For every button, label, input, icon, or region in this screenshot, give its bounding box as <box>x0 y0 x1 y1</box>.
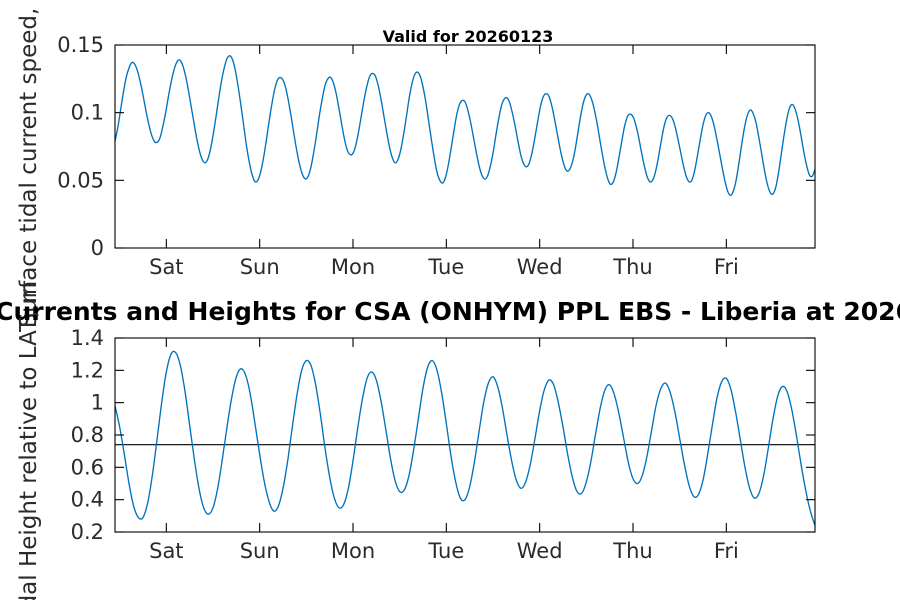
axes-frame-bottom <box>114 337 816 533</box>
y-tick-label: 1.4 <box>71 326 104 350</box>
x-tick-labels-top: Sat Sun Mon Tue Wed Thu Fri <box>149 255 739 279</box>
x-tick-label: Thu <box>612 255 652 279</box>
x-tick-labels-bottom: Sat Sun Mon Tue Wed Thu Fri <box>149 539 739 563</box>
figure-title: Tidal Currents and Heights for CSA (ONHY… <box>0 297 900 326</box>
axes-frame-top <box>114 44 816 249</box>
y-axis-title-top: Surface tidal current speed, kn <box>16 0 42 328</box>
y-tick-labels-top: 0 0.05 0.1 0.15 <box>57 33 104 260</box>
x-tick-label: Mon <box>331 539 375 563</box>
x-tick-label: Sun <box>240 539 280 563</box>
x-tick-label: Fri <box>714 255 739 279</box>
y-tick-label: 0.1 <box>71 101 104 125</box>
x-tick-label: Tue <box>427 255 464 279</box>
x-tick-label: Sat <box>149 539 183 563</box>
y-tick-label: 1 <box>91 391 104 415</box>
y-tick-label: 0.4 <box>71 488 104 512</box>
subplot-title-valid-for: Valid for 20260123 <box>383 27 554 46</box>
subplot-current-speed: 0 0.05 0.1 0.15 Sat Sun Mon Tue Wed Thu Fri Valid… <box>16 0 816 328</box>
y-tick-label: 0.05 <box>57 168 104 192</box>
y-tick-label: 0 <box>91 236 104 260</box>
x-tick-label: Tue <box>427 539 464 563</box>
current-speed-line <box>115 55 815 196</box>
x-tick-label: Wed <box>517 255 563 279</box>
subplot-tidal-height: 0.2 0.4 0.6 0.8 1 1.2 1.4 Sat Sun Mon Tue Wed Thu Fr… <box>16 281 816 600</box>
x-tick-label: Thu <box>612 539 652 563</box>
y-tick-label: 1.2 <box>71 358 104 382</box>
x-ticks-top <box>165 45 727 248</box>
x-tick-label: Mon <box>331 255 375 279</box>
y-tick-label: 0.8 <box>71 423 104 447</box>
x-ticks-bottom <box>165 338 727 532</box>
x-tick-label: Sun <box>240 255 280 279</box>
x-tick-label: Wed <box>517 539 563 563</box>
y-axis-title-bottom: Tidal Height relative to LAT, m <box>16 281 42 600</box>
x-tick-label: Sat <box>149 255 183 279</box>
y-tick-label: 0.6 <box>71 455 104 479</box>
tidal-height-line <box>115 350 815 527</box>
x-tick-label: Fri <box>714 539 739 563</box>
y-tick-labels-bottom: 0.2 0.4 0.6 0.8 1 1.2 1.4 <box>71 326 104 544</box>
y-tick-label: 0.2 <box>71 520 104 544</box>
y-tick-label: 0.15 <box>57 33 104 57</box>
